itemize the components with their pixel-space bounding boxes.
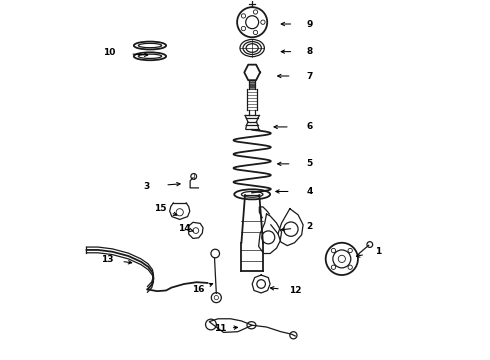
Circle shape	[241, 26, 245, 31]
Circle shape	[253, 10, 258, 14]
Text: 13: 13	[100, 255, 113, 264]
Text: 14: 14	[178, 224, 190, 233]
Circle shape	[241, 14, 245, 18]
Circle shape	[253, 30, 258, 35]
Text: 12: 12	[289, 286, 301, 295]
Text: 11: 11	[214, 324, 226, 333]
Circle shape	[261, 20, 265, 24]
Text: 4: 4	[306, 187, 313, 196]
Text: 5: 5	[306, 159, 313, 168]
Text: 3: 3	[143, 182, 149, 191]
Text: 2: 2	[306, 222, 313, 231]
Text: 9: 9	[306, 19, 313, 28]
Text: 16: 16	[192, 285, 205, 294]
Text: 10: 10	[102, 48, 115, 57]
Text: 7: 7	[306, 72, 313, 81]
Text: 6: 6	[306, 122, 313, 131]
Text: 1: 1	[374, 247, 381, 256]
Text: 15: 15	[154, 204, 167, 213]
Text: 8: 8	[306, 47, 313, 56]
